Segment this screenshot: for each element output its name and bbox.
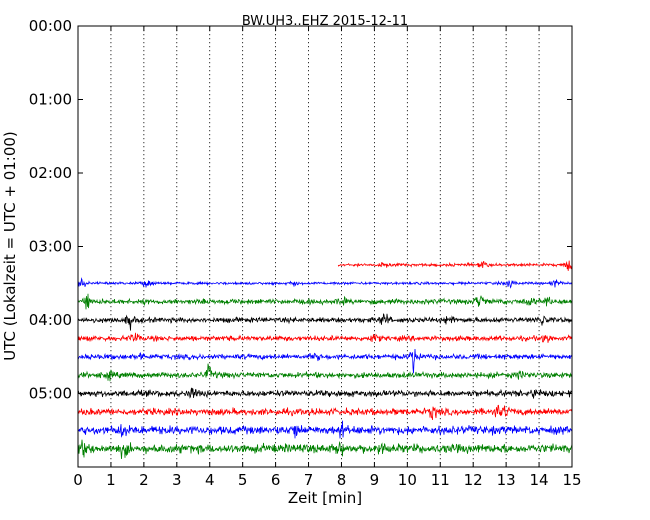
x-tick-label: 1 [106,471,116,489]
seismogram-trace-0415 [77,332,573,343]
x-tick-label: 13 [497,471,516,489]
x-tick-label: 3 [172,471,182,489]
x-tick-label: 11 [431,471,450,489]
x-axis-label: Zeit [min] [288,489,362,507]
y-axis-label: UTC (Lokalzeit = UTC + 01:00) [1,131,19,361]
seismogram-trace-0400 [77,313,573,331]
seismogram-trace-0445 [77,363,573,382]
x-tick-label: 10 [398,471,417,489]
seismogram-trace-0330 [77,277,573,289]
y-tick-label: 05:00 [29,385,72,403]
seismogram-trace-0530 [77,420,573,439]
seismogram-trace-0545 [77,439,573,460]
seismogram-trace-0500 [77,387,573,399]
x-tick-label: 2 [139,471,149,489]
y-tick-label: 00:00 [29,17,72,35]
x-tick-label: 9 [370,471,380,489]
y-tick-label: 02:00 [29,164,72,182]
plot-frame [77,25,573,468]
x-tick-label: 4 [205,471,215,489]
traces [77,260,573,460]
seismogram-trace-0430 [77,348,573,374]
y-axis-ticks: 00:00 01:00 02:00 03:00 04:00 05:00 [29,17,572,403]
x-tick-label: 8 [337,471,347,489]
y-tick-label: 03:00 [29,238,72,256]
x-tick-label: 12 [464,471,483,489]
x-tick-label: 0 [73,471,83,489]
seismogram-trace-0345 [77,293,573,310]
chart-title: BW.UH3..EHZ 2015-12-11 [242,14,408,29]
x-axis-ticks: 0 1 2 3 4 5 6 7 8 9 10 11 12 13 14 15 [73,26,582,489]
x-tick-label: 5 [238,471,248,489]
grid-lines [110,26,540,467]
seismogram-trace-0315 [337,260,573,271]
x-tick-label: 6 [271,471,281,489]
seismogram-trace-0515 [77,404,573,420]
x-tick-label: 14 [530,471,549,489]
x-tick-label: 7 [304,471,314,489]
x-tick-label: 15 [562,471,581,489]
y-tick-label: 04:00 [29,311,72,329]
y-tick-label: 01:00 [29,91,72,109]
